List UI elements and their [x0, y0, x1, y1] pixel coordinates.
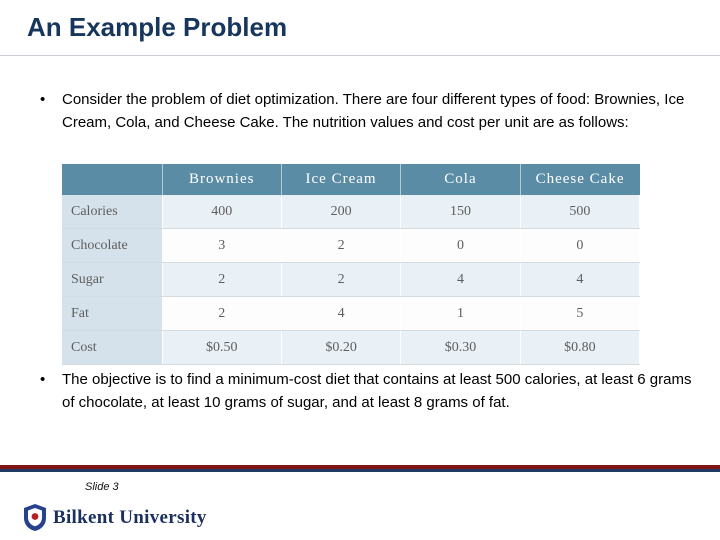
table-cell: 500: [520, 195, 641, 229]
table-cell: 150: [400, 195, 521, 229]
bullet-text: Consider the problem of diet optimizatio…: [62, 91, 685, 132]
table-row-fat: Fat 2 4 1 5: [62, 296, 641, 331]
table-cell: 5: [520, 296, 641, 331]
row-label: Fat: [62, 296, 163, 331]
table-cell: 4: [281, 296, 402, 331]
table-cell: 3: [162, 228, 282, 263]
footer-bar-maroon: [0, 465, 720, 469]
table-cell: 2: [162, 262, 282, 297]
bilkent-logo-icon: [24, 504, 46, 531]
table-cell: 1: [400, 296, 521, 331]
footer-bar-navy: [0, 469, 720, 472]
bullet-item-1: • Consider the problem of diet optimizat…: [40, 88, 702, 135]
footer-logo: Bilkent University: [24, 504, 207, 531]
bullet-text: The objective is to find a minimum-cost …: [62, 371, 692, 412]
table-row-chocolate: Chocolate 3 2 0 0: [62, 228, 641, 263]
bullet-item-2: • The objective is to find a minimum-cos…: [40, 368, 702, 415]
row-label: Sugar: [62, 262, 163, 297]
table-cell: 200: [281, 195, 402, 229]
bullet-marker: •: [40, 91, 46, 108]
table-cell: 2: [281, 228, 402, 263]
table-cell: $0.50: [162, 330, 282, 365]
table-row-calories: Calories 400 200 150 500: [62, 195, 641, 229]
table-cell: 0: [520, 228, 641, 263]
table-row-cost: Cost $0.50 $0.20 $0.30 $0.80: [62, 330, 641, 365]
bullet-marker: •: [40, 371, 46, 388]
column-header-cola: Cola: [400, 164, 521, 195]
table-cell: $0.20: [281, 330, 402, 365]
title-divider: [0, 55, 720, 56]
table-cell: 2: [281, 262, 402, 297]
row-label: Calories: [62, 195, 163, 229]
table-cell: 4: [520, 262, 641, 297]
page-title: An Example Problem: [27, 12, 288, 42]
slide-number: Slide 3: [85, 481, 119, 493]
column-header-cheese-cake: Cheese Cake: [520, 164, 640, 195]
table-cell: 400: [162, 195, 282, 229]
table-cell: $0.30: [400, 330, 521, 365]
nutrition-table: Brownies Ice Cream Cola Cheese Cake Calo…: [62, 164, 641, 365]
table-cell: 0: [400, 228, 521, 263]
bilkent-logo-text: Bilkent University: [53, 506, 207, 528]
row-label: Chocolate: [62, 228, 163, 263]
row-label: Cost: [62, 330, 163, 365]
column-header-ice-cream: Ice Cream: [281, 164, 402, 195]
table-header-row: Brownies Ice Cream Cola Cheese Cake: [62, 164, 640, 195]
table-row-sugar: Sugar 2 2 4 4: [62, 262, 641, 297]
table-cell: 2: [162, 296, 282, 331]
nutrition-table-grid: Brownies Ice Cream Cola Cheese Cake Calo…: [62, 164, 641, 365]
column-header-corner: [62, 164, 163, 195]
column-header-brownies: Brownies: [162, 164, 282, 195]
table-cell: 4: [400, 262, 521, 297]
table-cell: $0.80: [520, 330, 641, 365]
